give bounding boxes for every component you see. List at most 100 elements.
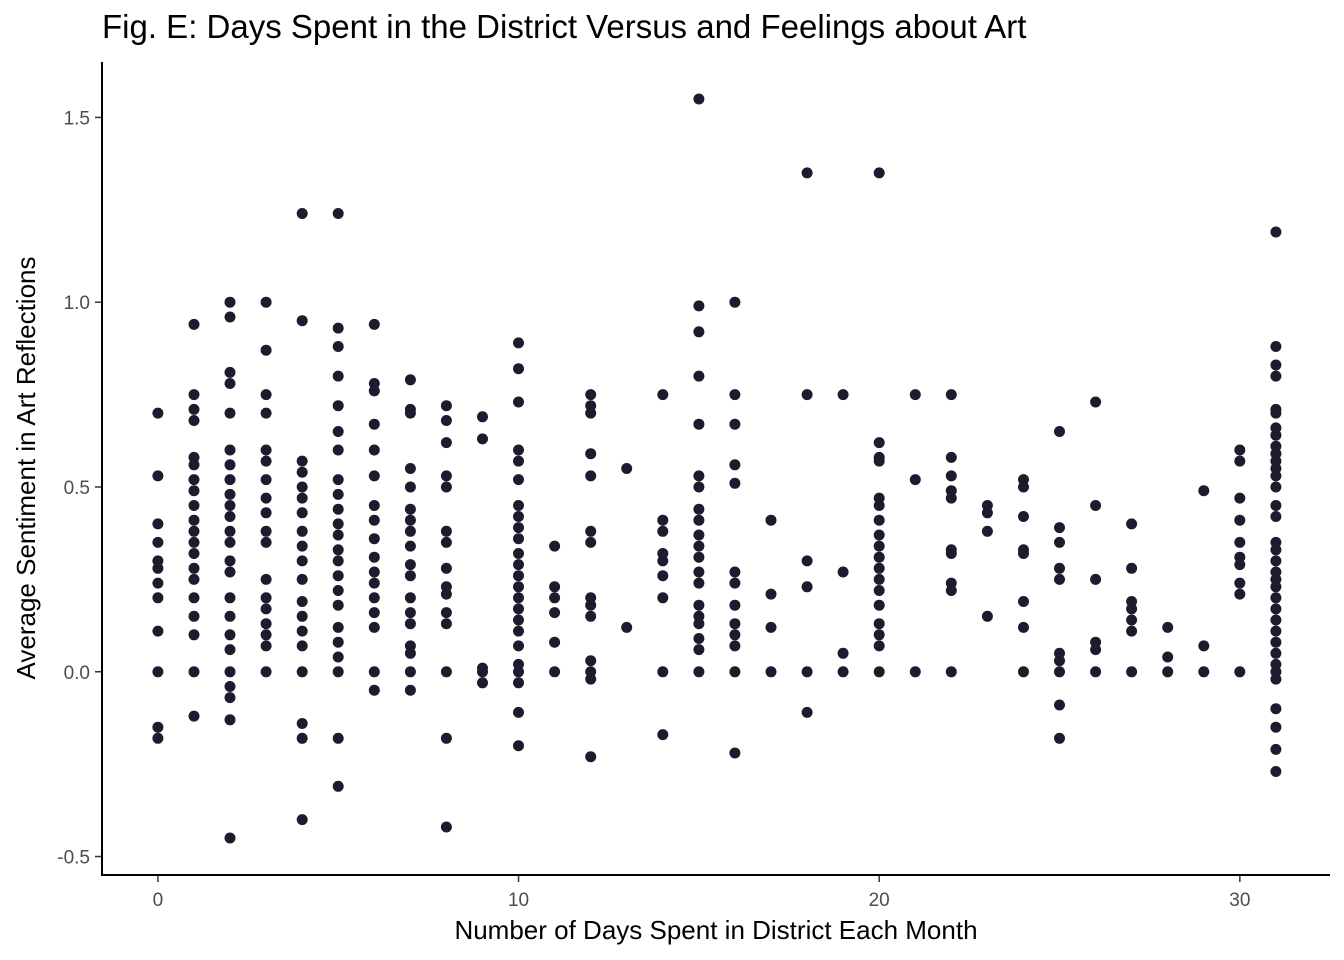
data-point	[909, 389, 921, 401]
data-point	[477, 433, 488, 445]
data-point	[873, 599, 885, 611]
data-point	[837, 666, 849, 678]
data-point	[1090, 573, 1102, 585]
data-point	[404, 592, 416, 604]
data-point	[224, 311, 236, 323]
data-point	[332, 341, 344, 352]
data-point	[873, 529, 885, 541]
y-tick-label: 1.0	[64, 293, 90, 314]
data-point	[260, 455, 272, 467]
data-point	[296, 555, 308, 567]
data-point	[801, 389, 813, 401]
data-point	[1270, 581, 1282, 593]
data-point	[657, 525, 669, 537]
data-point	[585, 470, 597, 482]
data-point	[729, 747, 741, 759]
data-point	[693, 599, 705, 611]
data-point	[1162, 651, 1174, 663]
data-point	[765, 514, 777, 526]
data-point	[152, 625, 164, 637]
data-point	[404, 618, 416, 630]
data-point	[1270, 636, 1282, 648]
data-point	[1270, 625, 1282, 637]
data-point	[585, 407, 597, 419]
data-point	[332, 666, 344, 678]
data-point	[188, 485, 200, 497]
data-point	[1018, 621, 1029, 633]
data-point	[729, 459, 741, 471]
data-point	[260, 389, 272, 401]
data-point	[657, 514, 669, 526]
data-point	[368, 607, 380, 619]
data-point	[260, 474, 272, 486]
data-point	[296, 208, 308, 219]
data-point	[260, 592, 272, 604]
data-point	[152, 407, 164, 419]
data-point	[1090, 644, 1102, 656]
data-point	[873, 666, 885, 678]
data-point	[585, 389, 597, 401]
data-point	[440, 400, 452, 412]
data-point	[224, 444, 236, 456]
data-point	[404, 647, 416, 659]
data-point	[1054, 666, 1065, 678]
data-point	[513, 444, 524, 456]
data-point	[873, 167, 885, 179]
data-point	[260, 444, 272, 456]
data-point	[1126, 666, 1138, 678]
data-point	[404, 607, 416, 619]
data-point	[513, 548, 524, 559]
data-point	[296, 732, 308, 744]
data-point	[729, 640, 741, 652]
data-point	[404, 463, 416, 474]
data-point	[1054, 562, 1065, 574]
data-point	[224, 610, 236, 622]
y-tick-label: -0.5	[57, 848, 90, 869]
data-point	[440, 666, 452, 678]
data-point	[693, 633, 705, 644]
data-point	[513, 603, 524, 615]
data-point	[1270, 703, 1282, 715]
data-point	[945, 666, 957, 678]
data-point	[368, 533, 380, 545]
data-point	[1018, 596, 1029, 607]
data-point	[152, 666, 164, 678]
data-point	[873, 500, 885, 511]
data-point	[873, 562, 885, 574]
data-point	[729, 477, 741, 489]
data-point	[873, 437, 885, 449]
x-tick-label: 20	[869, 890, 890, 911]
data-point	[585, 610, 597, 622]
x-tick-label: 0	[153, 890, 164, 911]
data-point	[1270, 429, 1282, 441]
data-point	[152, 470, 164, 482]
data-point	[1270, 341, 1282, 352]
y-axis-title: Average Sentiment in Art Reflections	[11, 257, 41, 680]
data-point	[477, 666, 488, 678]
y-tick-label: 0.0	[64, 663, 90, 684]
data-point	[440, 470, 452, 482]
data-point	[621, 463, 633, 474]
data-point	[152, 577, 164, 589]
data-point	[657, 389, 669, 401]
data-point	[404, 540, 416, 552]
data-point	[260, 525, 272, 537]
data-point	[513, 570, 524, 582]
data-point	[693, 326, 705, 338]
data-point	[1234, 492, 1246, 504]
data-point	[549, 666, 561, 678]
data-point	[1126, 518, 1138, 530]
chart-title: Fig. E: Days Spent in the District Versu…	[102, 8, 1027, 45]
data-point	[549, 581, 561, 593]
data-point	[440, 732, 452, 744]
x-tick-label: 10	[508, 890, 529, 911]
data-point	[368, 470, 380, 482]
data-point	[368, 500, 380, 511]
data-point	[368, 684, 380, 696]
data-point	[368, 444, 380, 456]
data-point	[188, 459, 200, 471]
data-point	[1126, 562, 1138, 574]
data-point	[440, 588, 452, 600]
data-point	[693, 577, 705, 589]
